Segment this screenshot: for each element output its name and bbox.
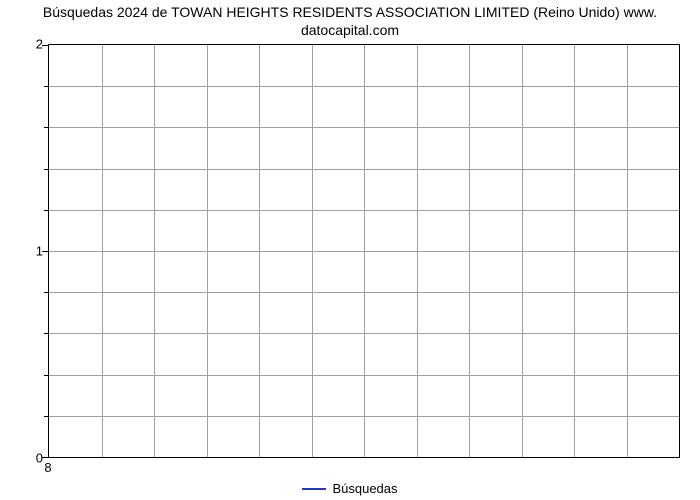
gridline-v (207, 45, 208, 457)
legend-label: Búsquedas (332, 481, 397, 496)
chart-container: Búsquedas 2024 de TOWAN HEIGHTS RESIDENT… (0, 0, 700, 500)
ytick-mark (42, 251, 48, 252)
ytick-mark (44, 86, 48, 87)
gridline-v (522, 45, 523, 457)
ytick-mark (44, 292, 48, 293)
gridline-v (312, 45, 313, 457)
chart-title-line1: Búsquedas 2024 de TOWAN HEIGHTS RESIDENT… (43, 4, 657, 20)
legend-line (302, 488, 326, 490)
plot-area (48, 44, 680, 458)
ytick-mark (44, 210, 48, 211)
ytick-mark (44, 375, 48, 376)
ytick-mark (44, 416, 48, 417)
ytick-label-0: 0 (3, 451, 43, 466)
gridline-v (627, 45, 628, 457)
xtick-label-0: 8 (44, 460, 51, 475)
gridline-v (417, 45, 418, 457)
gridline-v (102, 45, 103, 457)
ytick-mark (42, 45, 48, 46)
gridline-v (364, 45, 365, 457)
chart-title-line2: datocapital.com (301, 22, 399, 38)
ytick-label-1: 1 (3, 244, 43, 259)
ytick-mark (44, 127, 48, 128)
ytick-mark (44, 333, 48, 334)
gridline-v (469, 45, 470, 457)
legend: Búsquedas (0, 480, 700, 496)
ytick-label-2: 2 (3, 37, 43, 52)
ytick-mark (44, 169, 48, 170)
ytick-mark (42, 457, 48, 458)
gridline-v (574, 45, 575, 457)
gridline-v (259, 45, 260, 457)
gridline-v (154, 45, 155, 457)
chart-title: Búsquedas 2024 de TOWAN HEIGHTS RESIDENT… (0, 4, 700, 39)
